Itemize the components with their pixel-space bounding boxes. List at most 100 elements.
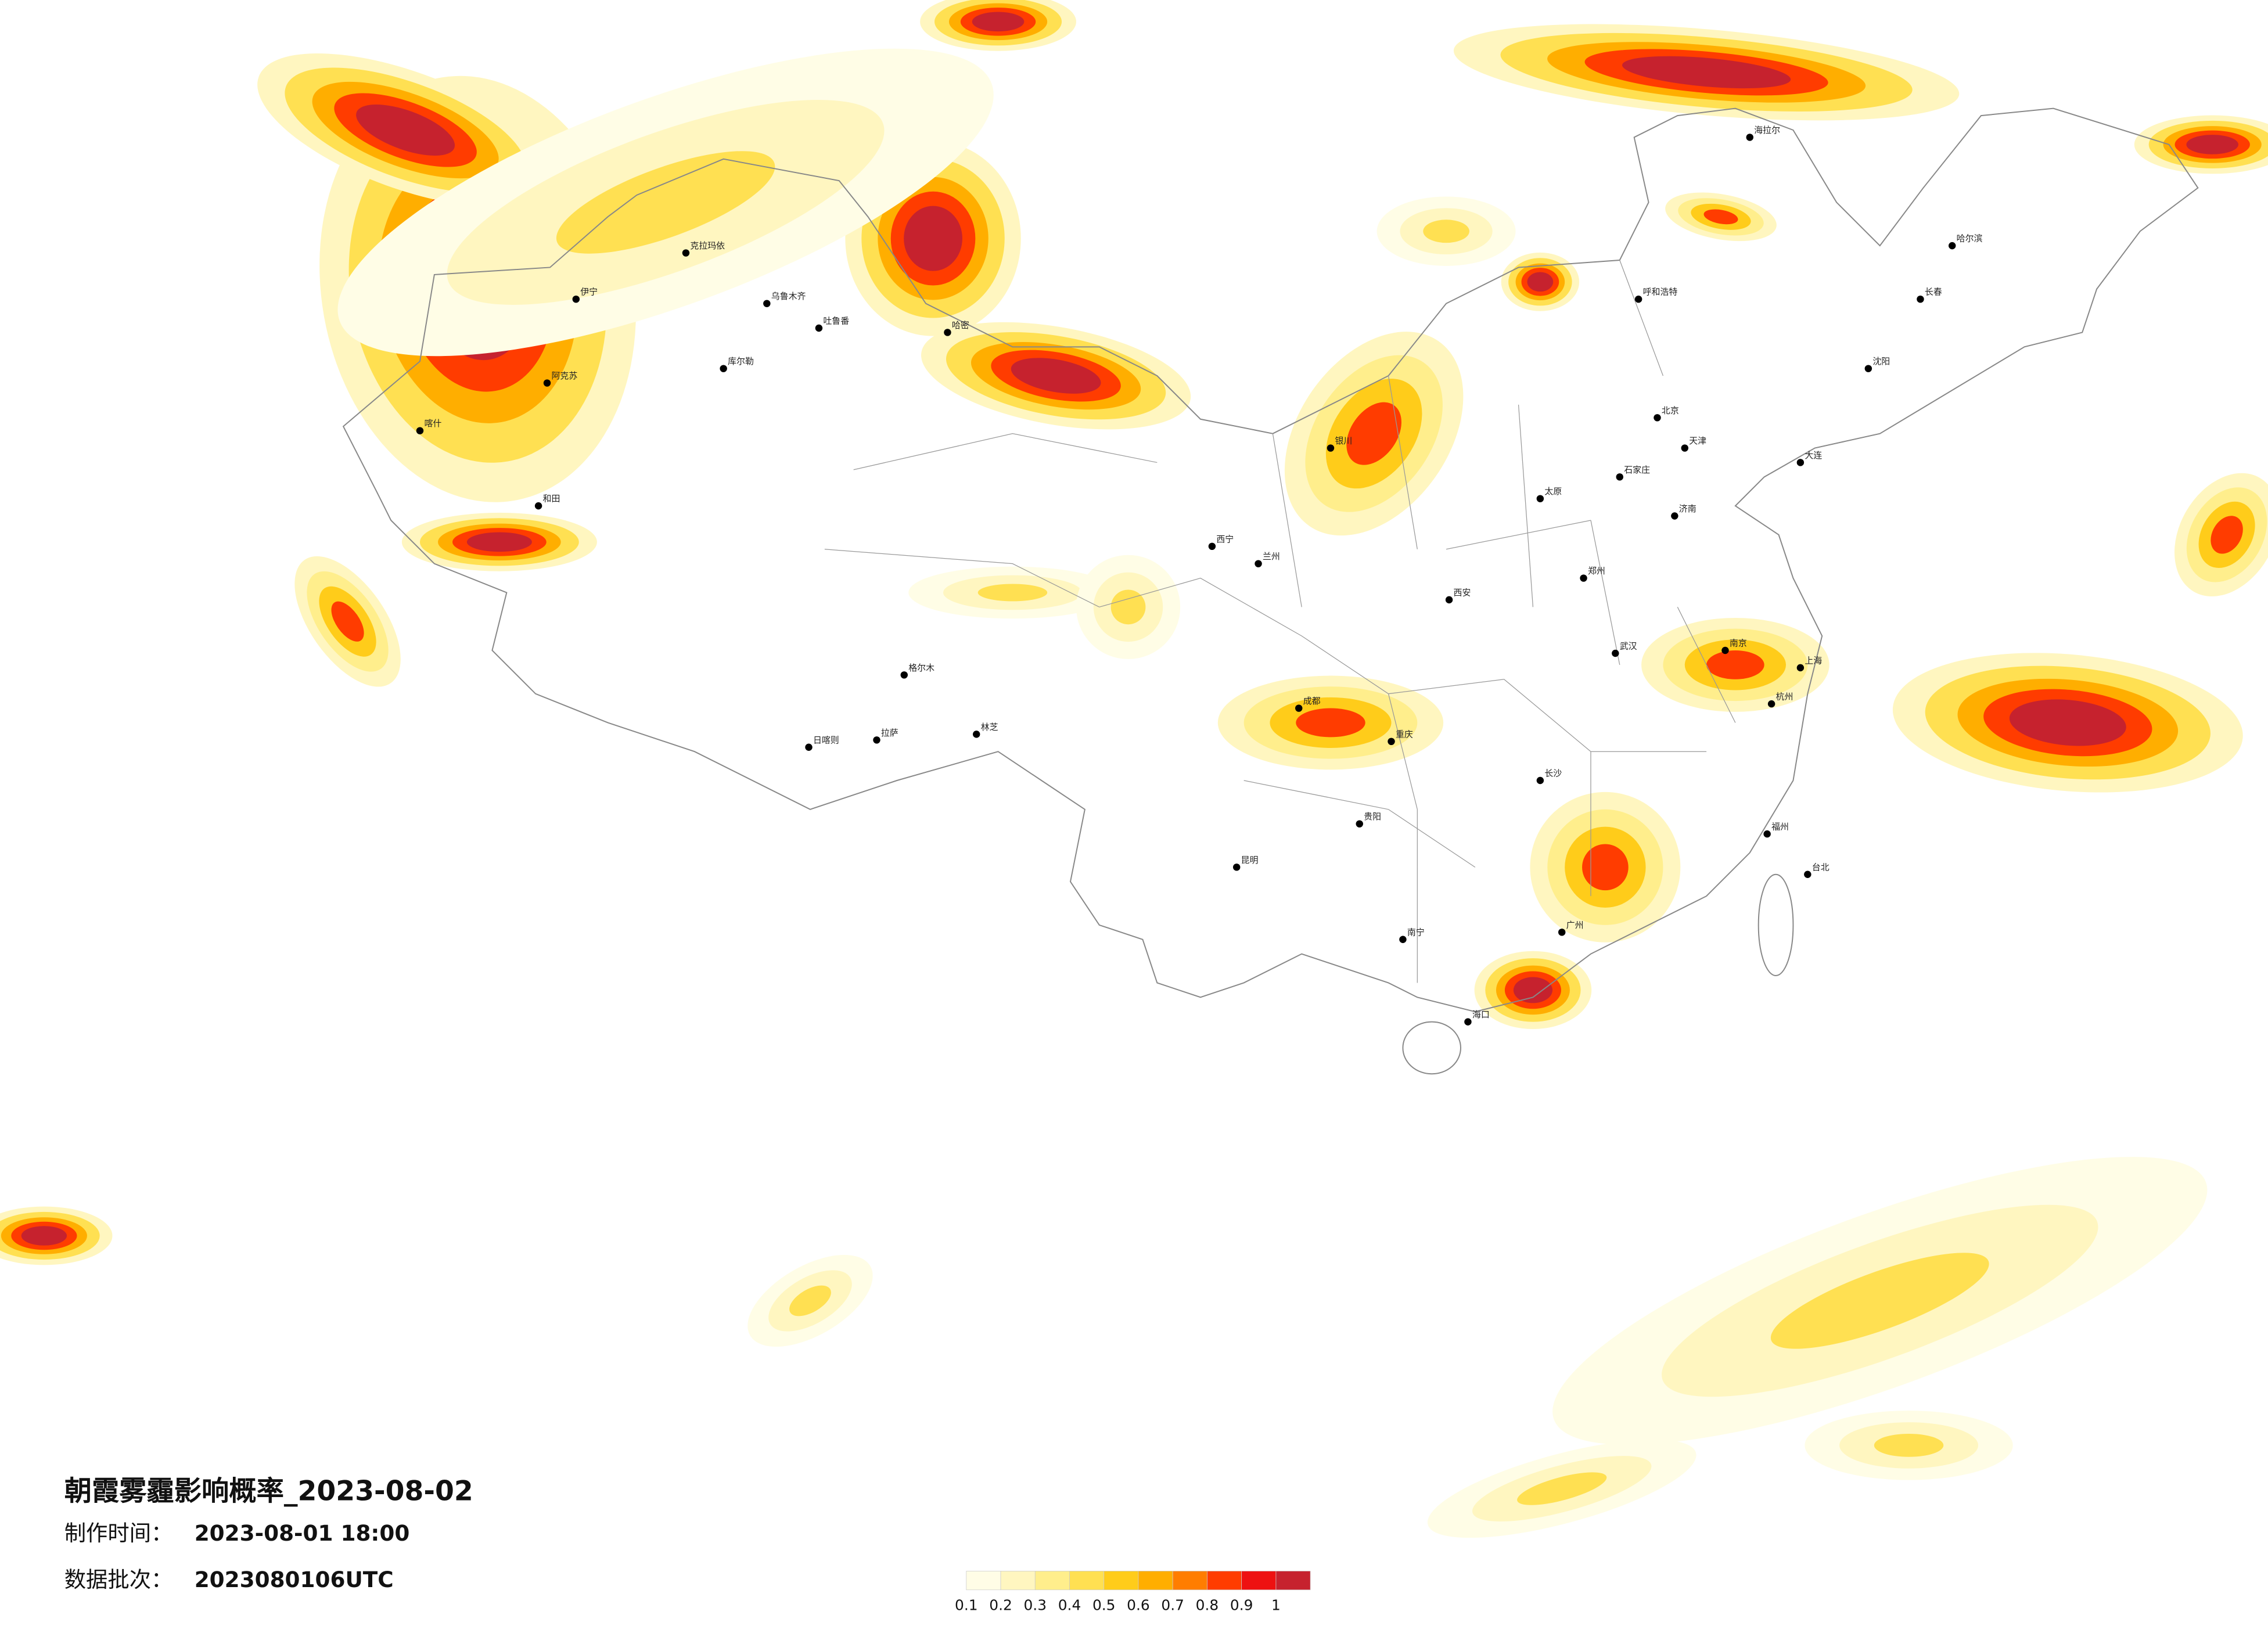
heat-blob — [1706, 650, 1764, 679]
heat-blob — [1110, 589, 1146, 625]
city-label: 北京 — [1662, 405, 1679, 416]
legend-tick-label: 0.7 — [1161, 1597, 1184, 1614]
batch-value: 2023080106UTC — [195, 1567, 394, 1592]
heat-blob — [2009, 699, 2126, 746]
city-label: 吐鲁番 — [823, 316, 849, 326]
province-borders — [824, 260, 1736, 983]
city-label: 海拉尔 — [1754, 125, 1780, 135]
legend-tick-label: 0.4 — [1058, 1597, 1081, 1614]
legend-swatch — [1138, 1571, 1173, 1591]
city-dot — [1917, 295, 1924, 303]
city-dot — [1445, 596, 1453, 604]
city-dot — [1580, 574, 1587, 582]
city-dot — [815, 324, 823, 332]
title: 朝霞雾霾影响概率_2023-08-02 — [64, 1475, 473, 1507]
legend-swatch — [966, 1571, 1001, 1591]
heat-blob — [972, 12, 1025, 32]
city-label: 郑州 — [1588, 566, 1605, 576]
city-dot — [805, 743, 813, 751]
heat-blob — [1582, 844, 1629, 891]
heat-blob — [356, 104, 455, 156]
city-dot — [1616, 473, 1623, 481]
city-label: 广州 — [1566, 920, 1584, 930]
city-label: 伊宁 — [580, 287, 598, 297]
city-dot — [1255, 560, 1262, 567]
city-dot — [1796, 664, 1805, 672]
city-label: 西宁 — [1216, 534, 1234, 544]
city-label: 克拉玛依 — [690, 240, 725, 251]
city-label: 成都 — [1303, 696, 1321, 706]
city-dot — [720, 365, 727, 372]
heat-blob — [1296, 708, 1365, 738]
city-dot — [1612, 649, 1619, 657]
city-dot — [1295, 704, 1303, 712]
city-label: 福州 — [1771, 822, 1789, 832]
city-label: 哈尔滨 — [1957, 233, 1983, 244]
city-dot — [1634, 295, 1642, 303]
city-dot — [1671, 512, 1678, 520]
heat-blob — [1423, 220, 1469, 243]
city-dot — [1721, 646, 1729, 654]
legend-swatch — [1275, 1571, 1311, 1591]
heat-blob — [1874, 1433, 1944, 1457]
city-label: 杭州 — [1776, 692, 1793, 702]
city-dot — [1948, 242, 1956, 250]
city-label: 日喀则 — [813, 735, 839, 745]
city-dot — [944, 329, 951, 336]
legend-tick-label: 0.6 — [1127, 1597, 1150, 1614]
heat-blob — [1011, 358, 1101, 394]
heat-blob — [977, 584, 1048, 602]
legend-swatch — [1207, 1571, 1242, 1591]
island-taiwan — [1757, 873, 1794, 976]
legend-swatch — [1069, 1571, 1105, 1591]
legend-tick-label: 0.5 — [1092, 1597, 1116, 1614]
city-label: 贵阳 — [1364, 811, 1381, 822]
city-label: 上海 — [1805, 655, 1822, 665]
heat-blob — [556, 151, 775, 254]
city-label: 和田 — [543, 494, 560, 504]
city-dot — [1763, 830, 1771, 838]
heat-blob — [1517, 1472, 1607, 1505]
city-dot — [572, 295, 580, 303]
city-label: 长春 — [1925, 287, 1942, 297]
city-dot — [1681, 444, 1688, 452]
legend-swatch — [1104, 1571, 1139, 1591]
city-label: 天津 — [1689, 436, 1706, 446]
heat-blob — [1346, 402, 1401, 465]
heat-blob — [1513, 977, 1553, 1003]
city-label: 喀什 — [424, 418, 441, 429]
city-label: 哈密 — [952, 320, 969, 330]
legend-tick-label: 0.9 — [1230, 1597, 1253, 1614]
city-dot — [1232, 864, 1241, 871]
heat-blob — [1703, 209, 1738, 225]
city-dot — [1804, 870, 1811, 878]
city-label: 太原 — [1544, 486, 1562, 497]
city-dot — [1327, 444, 1335, 452]
city-dot — [1796, 459, 1805, 466]
city-label: 林芝 — [981, 722, 998, 732]
city-label: 拉萨 — [881, 728, 898, 738]
city-dot — [534, 502, 542, 510]
city-dot — [1536, 495, 1544, 502]
legend-swatch — [1034, 1571, 1070, 1591]
heat-blob — [904, 206, 962, 271]
legend-tick-label: 0.2 — [989, 1597, 1012, 1614]
heat-blob — [1770, 1253, 1989, 1349]
city-label: 南京 — [1730, 638, 1747, 649]
city-dot — [1558, 929, 1566, 936]
probability-field — [0, 0, 2268, 1538]
heat-blob — [2186, 135, 2239, 154]
city-dot — [1356, 820, 1363, 828]
city-label: 海口 — [1472, 1009, 1490, 1020]
time-value: 2023-08-01 18:00 — [195, 1520, 410, 1546]
city-label: 台北 — [1812, 862, 1830, 872]
heat-blob — [21, 1226, 67, 1246]
city-label: 乌鲁木齐 — [771, 291, 806, 301]
city-label: 阿克苏 — [551, 370, 577, 381]
city-dot — [763, 300, 771, 307]
city-label: 银川 — [1335, 436, 1352, 446]
city-dot — [900, 671, 908, 679]
